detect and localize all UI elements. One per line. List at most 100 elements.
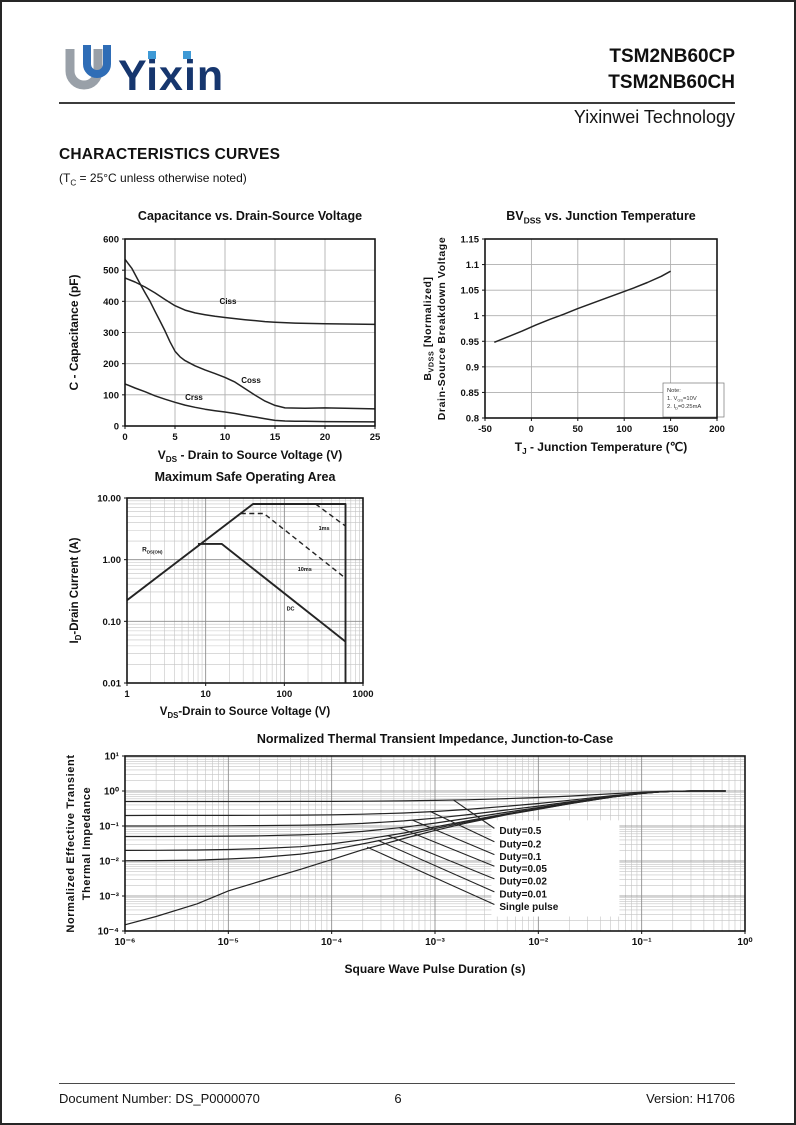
svg-text:10⁻⁵: 10⁻⁵ [218,937,239,948]
svg-text:Normalized Thermal Transient I: Normalized Thermal Transient Impedance, … [257,732,613,746]
svg-text:BVDSS vs. Junction Temperature: BVDSS vs. Junction Temperature [506,209,696,225]
svg-text:Duty=0.1: Duty=0.1 [499,852,541,863]
svg-text:1ms: 1ms [319,526,330,532]
svg-text:1: 1 [474,311,480,322]
svg-text:Ciss: Ciss [220,297,237,306]
logo-i-dot-icon [148,51,156,59]
svg-text:VDS - Drain to Source Voltage: VDS - Drain to Source Voltage (V) [158,448,343,464]
svg-text:2. ID=0.25mA: 2. ID=0.25mA [667,404,701,411]
svg-text:C - Capacitance (pF): C - Capacitance (pF) [67,274,81,390]
svg-text:100: 100 [276,689,292,700]
svg-text:Note:: Note: [667,388,681,394]
section-title: CHARACTERISTICS CURVES [59,146,281,163]
test-condition: (TC = 25°C unless otherwise noted) [59,171,247,188]
svg-text:10: 10 [200,689,211,700]
svg-text:VDS-Drain to Source Voltage (V: VDS-Drain to Source Voltage (V) [160,706,331,720]
svg-text:RDS(ON): RDS(ON) [142,547,163,555]
safe-operating-area-chart: 1 10 100 1000 10.00 1.00 0.10 0.01 RDS(ON) 1ms 10m… [69,470,374,720]
svg-text:Capacitance vs. Drain-Source V: Capacitance vs. Drain-Source Voltage [138,209,362,223]
svg-text:Duty=0.2: Duty=0.2 [499,839,541,850]
svg-text:10⁻⁴: 10⁻⁴ [98,927,119,938]
svg-text:10⁻¹: 10⁻¹ [632,937,652,948]
bvdss-vs-temperature-chart: -50 0 50 100 150 200 1.15 1.1 1.05 1 0.95 0.9 0.85 0.… [422,209,725,456]
svg-text:150: 150 [663,424,679,435]
company-logo: Yixin [65,45,224,100]
svg-text:1: 1 [124,689,130,700]
svg-text:BVDSS [Normalized]: BVDSS [Normalized] [422,276,436,380]
svg-text:10⁻⁴: 10⁻⁴ [321,937,342,948]
svg-text:Duty=0.01: Duty=0.01 [499,889,547,900]
svg-text:DC: DC [287,606,295,612]
svg-text:1.05: 1.05 [461,286,480,297]
svg-text:15: 15 [270,432,281,443]
svg-text:TJ - Junction Temperature (℃): TJ - Junction Temperature (℃) [515,440,688,456]
svg-text:1.1: 1.1 [466,260,480,271]
svg-text:25: 25 [370,432,381,443]
svg-text:400: 400 [103,297,119,308]
logo: Yixin [56,42,256,109]
svg-text:Single pulse: Single pulse [499,902,558,913]
svg-text:Crss: Crss [185,393,203,402]
svg-text:200: 200 [709,424,725,435]
svg-text:10ms: 10ms [298,567,312,573]
svg-text:300: 300 [103,328,119,339]
company-name: Yixinwei Technology [573,107,735,127]
thermal-transient-impedance-chart: 10⁻⁶ 10⁻⁵ 10⁻⁴ 10⁻³ 10⁻² 10⁻¹ 10⁰ 10¹ 10⁰ 10⁻¹ 10⁻… [65,732,753,976]
footer-version: Version: H1706 [646,1091,735,1106]
svg-text:Square Wave Pulse Duration (s): Square Wave Pulse Duration (s) [345,962,526,976]
svg-text:Normalized Effective Transient: Normalized Effective Transient [65,754,77,932]
svg-text:10⁰: 10⁰ [104,787,119,798]
svg-text:10⁻³: 10⁻³ [425,937,445,948]
footer-divider [59,1083,735,1084]
svg-text:10⁰: 10⁰ [737,937,752,948]
svg-text:Duty=0.02: Duty=0.02 [499,876,547,887]
logo-u-inner-icon [83,45,111,78]
svg-text:10: 10 [220,432,231,443]
svg-text:0: 0 [529,424,534,435]
footer-doc-number: Document Number: DS_P0000070 [59,1091,260,1106]
svg-text:0.85: 0.85 [461,388,480,399]
svg-text:Duty=0.5: Duty=0.5 [499,826,541,837]
svg-text:0.95: 0.95 [461,337,480,348]
svg-text:20: 20 [320,432,331,443]
svg-text:50: 50 [573,424,584,435]
svg-text:200: 200 [103,359,119,370]
svg-text:Drain-Source Breakdown Voltage: Drain-Source Breakdown Voltage [436,237,448,421]
footer-page-number: 6 [394,1091,402,1106]
svg-text:0.9: 0.9 [466,362,479,373]
part-number-1: TSM2NB60CP [609,46,735,67]
svg-text:1000: 1000 [352,689,373,700]
svg-text:10⁻⁶: 10⁻⁶ [114,937,135,948]
svg-text:Maximum Safe Operating Area: Maximum Safe Operating Area [155,470,337,484]
svg-text:600: 600 [103,235,119,246]
svg-text:10⁻²: 10⁻² [99,857,119,868]
svg-text:1.00: 1.00 [103,555,122,566]
svg-text:10⁻³: 10⁻³ [99,892,119,903]
part-number-2: TSM2NB60CH [608,72,735,93]
part-numbers: TSM2NB60CP TSM2NB60CH [608,44,735,96]
svg-text:Duty=0.05: Duty=0.05 [499,864,547,875]
svg-text:10⁻¹: 10⁻¹ [99,822,119,833]
svg-text:-50: -50 [478,424,492,435]
header-divider [59,102,735,104]
svg-text:500: 500 [103,266,119,277]
svg-text:ID-Drain Current (A): ID-Drain Current (A) [69,537,83,643]
svg-text:1. VGS=10V: 1. VGS=10V [667,396,697,403]
svg-text:10⁻²: 10⁻² [528,937,548,948]
svg-text:0.10: 0.10 [103,617,122,628]
logo-i-dot-icon [183,51,191,59]
svg-text:10.00: 10.00 [97,494,121,505]
logo-text: Yixin [118,52,224,100]
svg-text:100: 100 [103,390,119,401]
svg-text:0: 0 [122,432,127,443]
svg-text:100: 100 [616,424,632,435]
svg-text:0.8: 0.8 [466,414,479,425]
svg-text:1.15: 1.15 [461,235,480,246]
svg-text:5: 5 [172,432,178,443]
svg-text:Coss: Coss [241,376,261,385]
svg-text:Thermal Impedance: Thermal Impedance [81,787,93,901]
svg-text:0: 0 [114,422,119,433]
svg-text:10¹: 10¹ [105,752,120,763]
capacitance-vs-vds-chart: 0 5 10 15 20 25 0 100 200 300 400 500 600 Ciss Coss Crs… [67,209,381,464]
